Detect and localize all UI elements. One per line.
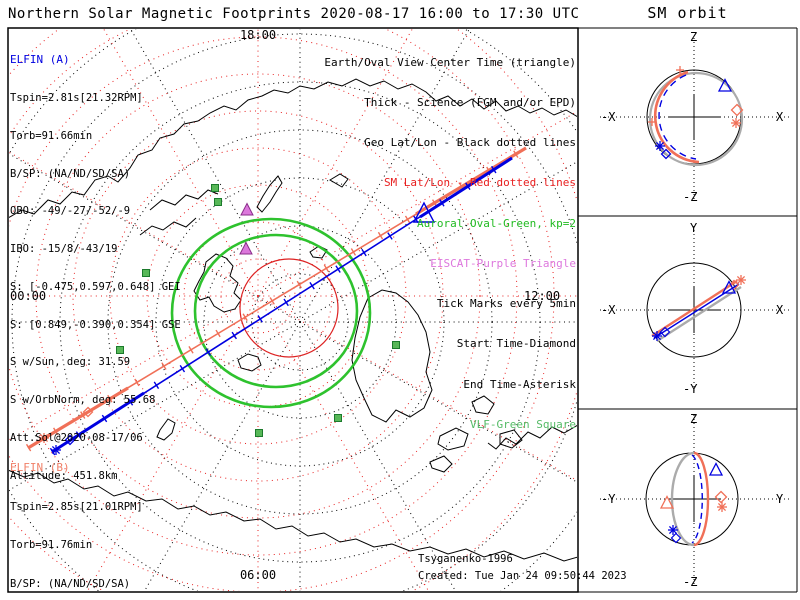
vlf-stations <box>116 184 400 437</box>
elfin-a-line: S: [0.849,-0.390,0.354] GSE <box>10 318 181 331</box>
axis-label-x-left: -X <box>601 303 616 317</box>
legend-item: Auroral Oval-Green, kp=2 <box>417 216 576 230</box>
auroral-oval-outer <box>170 217 372 409</box>
auroral-oval-inner <box>193 233 359 389</box>
elfin-a-end-asterisk-icon <box>654 140 666 152</box>
elfin-a-orbit-arc <box>691 454 703 544</box>
mlt-label-18: 18:00 <box>239 28 277 42</box>
elfin-b-line: B/SP: (NA/ND/SD/SA) <box>10 577 131 590</box>
axis-label-z-bottom: -Z <box>683 575 698 589</box>
vlf-square-icon <box>255 429 263 437</box>
sm-reference-circle <box>239 258 339 358</box>
mlt-label-06: 06:00 <box>239 568 277 582</box>
legend-item: Thick - Science (FGM and/or EPD) <box>364 96 576 110</box>
vlf-square-icon <box>334 414 342 422</box>
legend-item: Earth/Oval View Center Time (triangle) <box>324 55 576 69</box>
elfin-a-line: Att.Sol@2020-08-17/06 <box>10 432 143 444</box>
vlf-square-icon <box>392 341 400 349</box>
geo-grid <box>9 29 577 591</box>
elfin-b-orbit-arc <box>693 451 710 547</box>
elfin-b-end-asterisk-icon <box>716 501 728 513</box>
model-label: Tsyganenko-1996 <box>418 553 513 565</box>
elfin-a-line: Torb=91.66min <box>10 129 93 142</box>
axis-label-z-top: Z <box>690 30 698 44</box>
axis-label-x-left: -X <box>601 110 616 124</box>
vlf-square-icon <box>214 198 222 206</box>
sm-orbit-panel-yz <box>600 415 790 585</box>
elfin-b-line: Torb=91.76min <box>10 539 93 552</box>
elfin-a-line: OBO: -49/-27/-52/-9 <box>10 205 131 218</box>
sm-orbit-panels <box>578 27 798 593</box>
coastlines <box>9 78 577 562</box>
vlf-square-icon <box>116 346 124 354</box>
axis-label-x-right: X <box>776 110 784 124</box>
legend-item: VLF-Green Square <box>470 417 576 431</box>
mlt-label-12: 12:00 <box>524 289 561 303</box>
axis-label-x-right: X <box>776 303 784 317</box>
axis-label-y-right: Y <box>776 492 784 506</box>
elfin-a-orbit-arc <box>658 74 697 160</box>
orbit-gray <box>656 285 742 343</box>
elfin-b-info-block: ELFIN (B) Tspin=2.85s[21.01RPM] Torb=91.… <box>10 436 187 600</box>
sm-orbit-title: SM orbit <box>647 4 728 22</box>
axis-label-y-left: -Y <box>601 492 616 506</box>
view-center-triangle-icon <box>709 462 723 476</box>
legend-item: Tick Marks every 5min <box>436 297 576 311</box>
elfin-a-info-block: ELFIN (A) Tspin=2.81s[21.32RPM] Torb=91.… <box>10 29 181 495</box>
created-timestamp: Created: Tue Jan 24 09:50:44 2023 <box>418 570 627 582</box>
auroral-oval <box>170 217 372 409</box>
elfin-a-line: S w/OrbNorm, deg: 55.68 <box>10 394 156 407</box>
legend-item: SM Lat/Lon - Red dotted lines <box>383 176 576 190</box>
elfin-a-line: Altitude: 451.8km <box>10 469 118 482</box>
elfin-a-header: ELFIN (A) <box>10 53 70 67</box>
elfin-a-line: IBO: -15/8/-43/19 <box>10 243 118 256</box>
sm-orbit-panel-xz <box>600 38 790 202</box>
axis-label-z-bottom: -Z <box>683 190 698 204</box>
elfin-b-start-diamond-icon <box>714 490 728 504</box>
sm-orbit-panel-xy <box>600 226 790 393</box>
map-border <box>7 27 579 593</box>
elfin-b-end-asterisk-icon <box>730 117 742 129</box>
elfin-a-line: S: [-0.475,0.597,0.648] GEI <box>10 280 181 293</box>
legend-item: EISCAT-Purple Triangle <box>430 256 576 270</box>
legend-item: Start Time-Diamond <box>456 337 576 351</box>
elfin-b-header: ELFIN (B) <box>10 460 70 474</box>
elfin-a-line: S w/Sun, deg: 31.59 <box>10 356 131 369</box>
panel-borders <box>578 27 798 593</box>
elfin-a-line: Tspin=2.81s[21.32RPM] <box>10 91 143 104</box>
map-legend: Earth/Oval View Center Time (triangle) T… <box>250 29 576 445</box>
polar-map <box>7 27 579 593</box>
legend-item: Geo Lat/Lon - Black dotted lines <box>364 136 576 150</box>
axis-label-y-top: Y <box>690 221 698 235</box>
mlt-label-00: 00:00 <box>10 289 47 303</box>
vlf-square-icon <box>211 184 219 192</box>
axis-label-y-bottom: -Y <box>683 382 698 396</box>
vlf-square-icon <box>142 269 150 277</box>
earth-circle <box>646 262 742 358</box>
elfin-b-line: Tspin=2.85s[21.01RPM] <box>10 500 143 513</box>
elfin-a-line: B/SP: (NA/ND/SD/SA) <box>10 167 131 180</box>
orbit-gray <box>670 451 695 547</box>
legend-item: End Time-Asterisk <box>463 377 576 391</box>
orbit-gray <box>648 71 744 167</box>
axis-label-z-top: Z <box>690 412 698 426</box>
elfin-b-orbit-line <box>651 279 738 338</box>
page-title: Northern Solar Magnetic Footprints 2020-… <box>8 6 580 22</box>
